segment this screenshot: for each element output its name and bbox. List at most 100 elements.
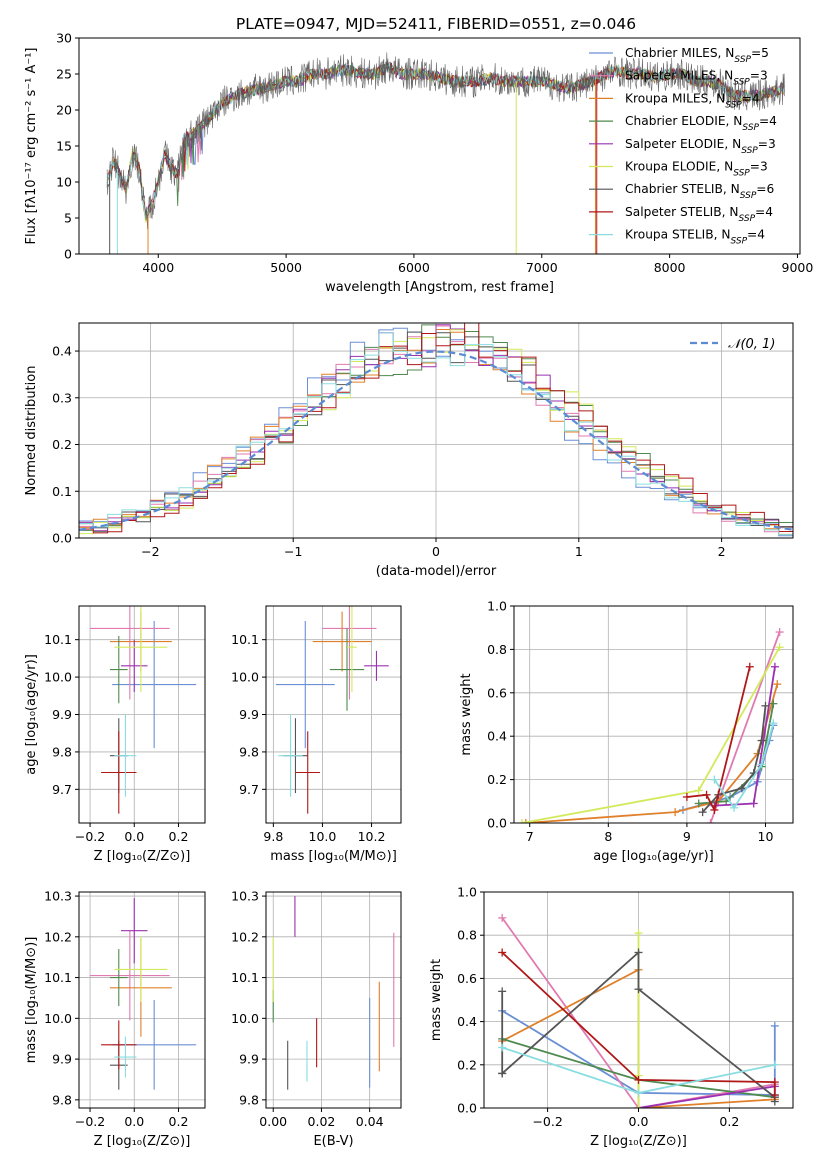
y-axis-label: age [log₁₀(age/yr)] — [24, 654, 39, 775]
plus-marker — [706, 819, 715, 823]
errorbar-point — [347, 606, 357, 693]
x-tick-label: 0.2 — [169, 829, 189, 844]
y-tick-label: 0.6 — [487, 685, 507, 700]
legend-label: Salpeter ELODIE, NSSP=3 — [625, 137, 776, 156]
x-axis-label: E(B-V) — [313, 1134, 353, 1149]
plus-marker — [757, 736, 766, 745]
x-tick-label: −2 — [141, 544, 159, 559]
y-axis-label: mass weight — [459, 673, 474, 755]
y-tick-label: 9.8 — [239, 1092, 259, 1107]
plus-marker — [761, 701, 770, 710]
plus-marker — [634, 985, 643, 994]
y-tick-label: 0.1 — [52, 484, 72, 499]
x-tick-label: 0 — [432, 544, 440, 559]
x-axis-label: age [log₁₀(age/yr)] — [593, 849, 714, 864]
axes-frame: −0.2 0.0 0.2 9.7 9.8 9.9 10.0 10.1 Z [log₁₀(Z/Z⊙… — [24, 605, 206, 864]
y-axis-label: mass [log₁₀(M/M⊙)] — [24, 937, 39, 1064]
panel-age_vs_Z: −0.2 0.0 0.2 9.7 9.8 9.9 10.0 10.1 Z [log₁₀(Z/Z⊙… — [24, 605, 206, 864]
plus-marker — [498, 987, 507, 996]
figure-title: PLATE=0947, MJD=52411, FIBERID=0551, z=0… — [236, 15, 636, 33]
y-tick-label: 9.9 — [52, 1052, 72, 1067]
errorbar-point — [364, 650, 389, 681]
x-tick-label: 0.0 — [124, 1114, 144, 1129]
errorbar-point — [121, 898, 148, 964]
errorbar-point — [121, 639, 148, 693]
axes-border — [513, 605, 794, 824]
plus-marker — [737, 784, 746, 793]
x-tick-label: 5000 — [270, 260, 302, 275]
x-tick-label: 4000 — [142, 260, 174, 275]
legend-label: Chabrier STELIB, NSSP=6 — [625, 182, 774, 201]
y-axis-label: Flux [fλ10⁻¹⁷ erg cm⁻² s⁻¹ A⁻¹] — [24, 48, 39, 245]
x-tick-label: 2 — [718, 544, 726, 559]
legend-label: Chabrier ELODIE, NSSP=4 — [625, 114, 777, 133]
y-tick-label: 5 — [64, 211, 72, 226]
errorbar-point — [109, 635, 128, 704]
y-tick-label: 10.3 — [231, 889, 259, 904]
y-tick-label: 0.0 — [52, 531, 72, 546]
plus-marker — [775, 643, 784, 652]
histogram-step — [79, 332, 793, 536]
y-tick-label: 9.9 — [239, 707, 259, 722]
massweight-line — [501, 951, 776, 1095]
y-tick-label: 9.7 — [52, 782, 72, 797]
plus-marker — [634, 1088, 643, 1097]
y-tick-label: 10.1 — [44, 970, 72, 985]
y-tick-label: 10.1 — [231, 632, 259, 647]
x-tick-label: 0.02 — [308, 1114, 336, 1129]
legend-label: Chabrier MILES, NSSP=5 — [625, 46, 769, 65]
x-tick-label: 9000 — [782, 260, 814, 275]
plus-marker — [770, 1091, 779, 1100]
plus-marker — [770, 662, 779, 671]
x-tick-label: 0.2 — [169, 1114, 189, 1129]
x-tick-label: 10.2 — [358, 829, 386, 844]
plus-marker — [773, 680, 782, 689]
y-tick-label: 1.0 — [487, 599, 507, 614]
spectrum-line — [106, 52, 785, 230]
errorbar-point — [90, 606, 170, 700]
errorbar-point — [114, 606, 168, 693]
x-tick-label: −0.2 — [532, 1114, 562, 1129]
y-tick-label: 30 — [56, 31, 72, 46]
y-tick-label: 15 — [56, 139, 72, 154]
axes-frame: 0.00 0.02 0.04 9.8 9.9 10.0 10.1 10.2 10.3 E(B-V) — [231, 889, 402, 1149]
x-tick-label: 0.0 — [124, 829, 144, 844]
y-tick-label: 0.4 — [52, 344, 72, 359]
axes-border — [78, 891, 206, 1109]
massweight-line — [713, 722, 775, 810]
x-tick-label: −0.2 — [75, 1114, 105, 1129]
plot-area — [90, 606, 197, 814]
x-tick-label: −1 — [284, 544, 302, 559]
x-tick-label: 0.0 — [629, 1114, 649, 1129]
plus-marker — [770, 1060, 779, 1069]
axes-border — [265, 891, 402, 1109]
legend-label: 𝒩(0, 1) — [728, 337, 775, 352]
y-tick-label: 9.8 — [239, 744, 259, 759]
y-tick-label: 10.1 — [231, 970, 259, 985]
y-tick-label: 9.9 — [52, 707, 72, 722]
errorbar-point — [278, 714, 303, 797]
panel-mass_vs_ebv: 0.00 0.02 0.04 9.8 9.9 10.0 10.1 10.2 10.3 E(B-V) — [231, 889, 402, 1149]
plus-marker — [775, 628, 784, 637]
panel-mass_vs_Z: −0.2 0.0 0.2 9.8 9.9 10.0 10.1 10.2 10.3 Z [log₁₀… — [24, 889, 206, 1149]
x-tick-label: 0.00 — [259, 1114, 287, 1129]
x-axis-label: wavelength [Angstrom, rest frame] — [325, 280, 554, 295]
errorbar-point — [114, 1036, 137, 1078]
y-tick-label: 10.2 — [44, 929, 72, 944]
y-tick-label: 0.4 — [457, 1014, 477, 1029]
x-tick-label: 10 — [758, 829, 774, 844]
x-tick-label: 8 — [604, 829, 612, 844]
plus-marker — [694, 799, 703, 808]
plus-marker — [710, 775, 719, 784]
plus-marker — [634, 929, 643, 938]
plus-marker — [770, 1021, 779, 1030]
x-axis-label: (data-model)/error — [376, 564, 497, 579]
y-tick-label: 10.0 — [231, 1011, 259, 1026]
plot-area — [517, 628, 784, 823]
plot-area — [275, 606, 389, 814]
x-tick-label: 9 — [683, 829, 691, 844]
panel-massweight_vs_Z: −0.2 0.0 0.2 0.0 0.2 0.4 0.6 0.8 1.0 Z [log₁₀(Z/Z… — [429, 885, 794, 1149]
plus-marker — [498, 1043, 507, 1052]
x-tick-label: 6000 — [398, 260, 430, 275]
